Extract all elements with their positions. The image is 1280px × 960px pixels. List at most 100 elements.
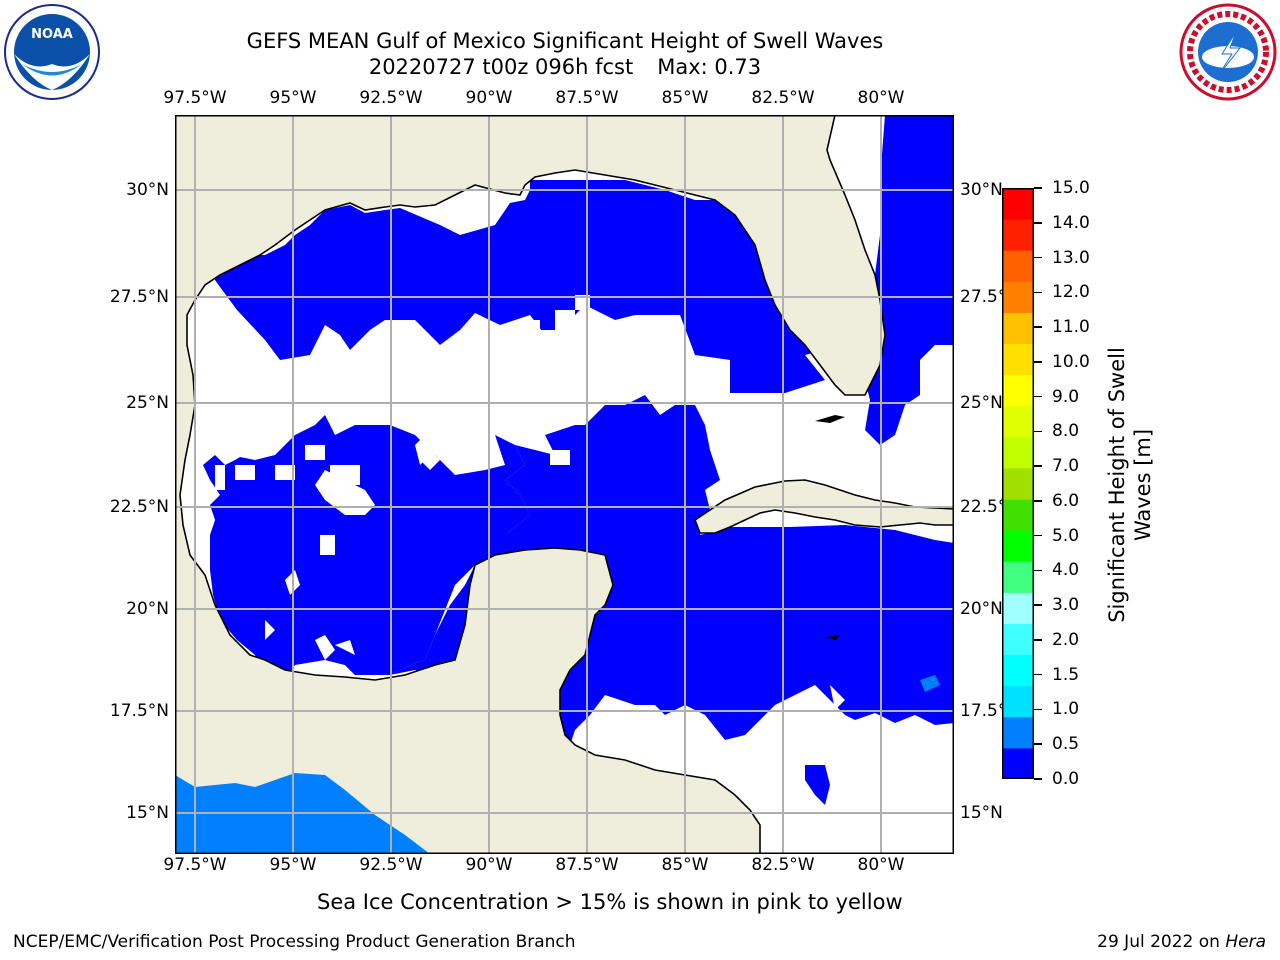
colorbar-tick-mark <box>1034 778 1042 780</box>
keys-islands <box>815 415 845 423</box>
colorbar-tick-label: 11.0 <box>1052 317 1090 338</box>
colorbar-tick-label: 10.0 <box>1052 351 1090 372</box>
colorbar-segment <box>1002 685 1034 718</box>
colorbar-tick-label: 6.0 <box>1052 490 1080 511</box>
max-value: Max: 0.73 <box>657 55 762 79</box>
footer-date: 29 Jul 2022 on Hera <box>1097 932 1266 952</box>
colorbar-segment <box>1002 499 1034 531</box>
colorbar-tick-mark <box>1034 326 1042 328</box>
lat-label-right: 30°N <box>960 180 1003 200</box>
footer-credit: NCEP/EMC/Verification Post Processing Pr… <box>13 932 576 952</box>
colorbar-tick-label: 3.0 <box>1052 595 1080 616</box>
colorbar-segment <box>1002 312 1034 345</box>
colorbar-tick-mark <box>1034 222 1042 224</box>
colorbar-tick-label: 8.0 <box>1052 421 1080 442</box>
colorbar-tick-label: 5.0 <box>1052 525 1080 546</box>
colorbar-tick-label: 4.0 <box>1052 560 1080 581</box>
colorbar-label-line2: Waves [m] <box>1131 428 1155 542</box>
lat-label-right: 25°N <box>960 393 1003 413</box>
colorbar-segment <box>1002 716 1034 749</box>
cayman-island <box>825 635 840 640</box>
lon-label-bottom: 82.5°W <box>751 855 815 875</box>
lon-label-top: 87.5°W <box>555 88 619 108</box>
swell-cell-0.5-1m <box>920 675 940 692</box>
colorbar-bar <box>1002 188 1034 780</box>
lon-label-bottom: 97.5°W <box>163 855 227 875</box>
noaa-logo: NOAA <box>2 2 102 102</box>
colorbar-tick-mark <box>1034 500 1042 502</box>
colorbar-tick-mark <box>1034 639 1042 641</box>
colorbar <box>1002 188 1034 780</box>
colorbar-segment <box>1002 219 1034 251</box>
map-canvas <box>175 115 954 854</box>
colorbar-tick-mark <box>1034 256 1042 259</box>
colorbar-tick-label: 9.0 <box>1052 386 1080 407</box>
lon-label-top: 85°W <box>661 88 709 108</box>
colorbar-segment <box>1002 561 1034 593</box>
colorbar-tick-mark <box>1034 673 1042 676</box>
lon-label-bottom: 85°W <box>661 855 709 875</box>
colorbar-tick-mark <box>1034 569 1042 572</box>
colorbar-tick-mark <box>1034 534 1042 537</box>
colorbar-segment <box>1002 374 1034 407</box>
colorbar-segment <box>1002 530 1034 562</box>
colorbar-label: Significant Height of Swell Waves [m] <box>1104 347 1156 623</box>
colorbar-segment <box>1002 623 1034 656</box>
swell-field-gaps <box>215 295 845 710</box>
colorbar-segment <box>1002 405 1034 438</box>
footer-date-text: 29 Jul 2022 on <box>1097 932 1226 952</box>
lat-label-right: 20°N <box>960 599 1003 619</box>
lat-label-left: 27.5°N <box>109 287 169 307</box>
lon-label-bottom: 80°W <box>857 855 905 875</box>
lat-label-left: 22.5°N <box>109 497 169 517</box>
lon-label-top: 95°W <box>269 88 317 108</box>
colorbar-segment <box>1002 592 1034 624</box>
svg-text:NOAA: NOAA <box>31 27 73 42</box>
colorbar-tick-mark <box>1034 361 1042 363</box>
colorbar-tick-mark <box>1034 743 1042 745</box>
lon-label-top: 82.5°W <box>751 88 815 108</box>
colorbar-tick-label: 7.0 <box>1052 456 1080 477</box>
footer-machine: Hera <box>1225 932 1266 952</box>
colorbar-tick-label: 1.0 <box>1052 699 1080 720</box>
colorbar-tick-mark <box>1034 708 1042 711</box>
colorbar-tick-label: 15.0 <box>1052 178 1090 198</box>
lat-label-left: 30°N <box>126 180 169 200</box>
colorbar-segment <box>1002 188 1034 220</box>
lat-label-right: 15°N <box>960 803 1003 823</box>
lon-label-bottom: 92.5°W <box>359 855 423 875</box>
colorbar-tick-mark <box>1034 187 1042 189</box>
colorbar-tick-mark <box>1034 465 1042 467</box>
colorbar-tick-label: 0.0 <box>1052 769 1080 789</box>
lat-label-left: 25°N <box>126 393 169 413</box>
lon-label-top: 97.5°W <box>163 88 227 108</box>
lat-label-left: 17.5°N <box>109 701 169 721</box>
colorbar-segment <box>1002 467 1034 500</box>
colorbar-segment <box>1002 250 1034 282</box>
colorbar-tick-label: 1.5 <box>1052 664 1080 685</box>
national-weather-service-logo <box>1178 2 1278 102</box>
lat-label-left: 20°N <box>126 599 169 619</box>
lon-label-bottom: 95°W <box>269 855 317 875</box>
colorbar-tick-mark <box>1034 604 1042 606</box>
colorbar-tick-mark <box>1034 291 1042 294</box>
sea-ice-note: Sea Ice Concentration > 15% is shown in … <box>317 890 903 914</box>
lat-label-left: 15°N <box>126 803 169 823</box>
map-panel <box>175 115 954 854</box>
lon-label-bottom: 87.5°W <box>555 855 619 875</box>
colorbar-segment <box>1002 747 1034 780</box>
colorbar-tick-label: 2.0 <box>1052 629 1080 650</box>
plot-title: GEFS MEAN Gulf of Mexico Significant Hei… <box>246 29 884 53</box>
map-frame <box>175 115 954 854</box>
colorbar-segment <box>1002 654 1034 687</box>
colorbar-tick-mark <box>1034 395 1042 398</box>
map-grid <box>175 115 954 854</box>
colorbar-label-line1: Significant Height of Swell <box>1105 347 1129 623</box>
colorbar-segment <box>1002 281 1034 313</box>
colorbar-tick-label: 14.0 <box>1052 212 1090 233</box>
lon-label-top: 92.5°W <box>359 88 423 108</box>
colorbar-tick-label: 0.5 <box>1052 734 1080 755</box>
lon-label-top: 80°W <box>857 88 905 108</box>
colorbar-tick-label: 13.0 <box>1052 247 1090 268</box>
colorbar-segment <box>1002 343 1034 376</box>
